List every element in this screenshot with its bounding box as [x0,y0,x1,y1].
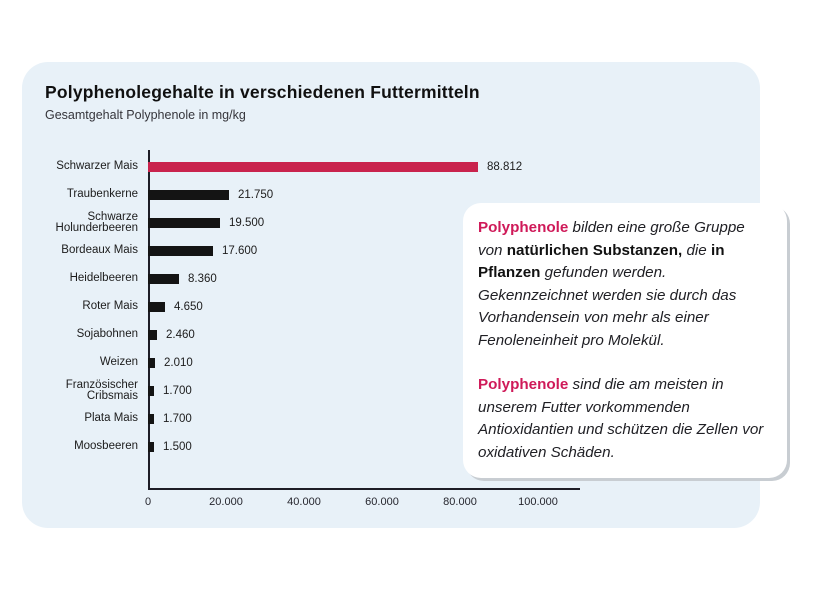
highlight-term: Polyphenole [478,219,569,236]
bar [148,358,155,368]
bar-row: Französischer Cribsmais 1.700 [40,377,760,405]
category-label: Sojabohnen [76,328,138,341]
x-tick-label: 40.000 [287,496,321,508]
category-label: Bordeaux Mais [61,244,138,257]
value-label: 17.600 [222,245,258,257]
x-tick-label: 100.000 [518,496,558,508]
highlight-term: Polyphenole [478,376,569,393]
text-segment: sind die am meisten in unserem Futter vo… [478,376,764,461]
bar-row: Sojabohnen 2.460 [40,321,760,349]
category-label: Weizen [99,356,138,369]
text-segment: natürlichen Substanzen, [506,241,683,259]
category-label: Roter Mais [82,300,138,313]
bar [148,302,165,312]
info-paragraph: Polyphenole bilden eine große Gruppe von… [478,217,771,352]
value-label: 88.812 [487,161,523,173]
info-paragraphs: Polyphenole bilden eine große Gruppe von… [478,217,771,464]
bar [148,274,179,284]
bar [148,190,229,200]
bar-row: Schwarzer Mais 88.812 [40,153,760,181]
value-label: 1.700 [163,385,192,397]
bar-row: Schwarze Holunderbeeren 19.500 [40,209,760,237]
text-segment: in Pflanzen [478,241,725,282]
x-axis-line [148,488,580,490]
category-label: Plata Mais [84,412,138,425]
value-label: 2.010 [164,357,193,369]
x-tick-label: 60.000 [365,496,399,508]
bar [148,442,154,452]
text-segment: die [682,241,711,259]
bar-row: Traubenkerne 21.750 [40,181,760,209]
x-tick-label: 20.000 [209,496,243,508]
bar [148,246,213,256]
y-axis-line [148,150,150,490]
chart-subtitle: Gesamtgehalt Polyphenole in mg/kg [45,108,246,122]
category-label: Traubenkerne [66,188,138,201]
value-label: 8.360 [188,273,217,285]
x-tick-label: 80.000 [443,496,477,508]
bar [148,330,157,340]
info-box: Polyphenole bilden eine große Gruppe von… [463,203,787,478]
bar-chart: Schwarzer Mais 88.812 Traubenkerne 21.750 Sc… [22,62,760,528]
bar-row: Moosbeeren 1.500 [40,433,760,461]
bar-row: Roter Mais 4.650 [40,293,760,321]
bar-row: Weizen 2.010 [40,349,760,377]
value-label: 21.750 [238,189,274,201]
bar [148,218,220,228]
value-label: 1.500 [163,441,192,453]
bar-row: Plata Mais 1.700 [40,405,760,433]
value-label: 1.700 [163,413,192,425]
category-label: Heidelbeeren [69,272,138,285]
bar-highlight [148,162,478,172]
category-label: Schwarze Holunderbeeren [55,210,138,234]
value-label: 19.500 [229,217,265,229]
category-label: Französischer Cribsmais [65,378,138,402]
info-paragraph: Polyphenole sind die am meisten in unser… [478,374,771,464]
category-label: Schwarzer Mais [56,160,138,173]
chart-title: Polyphenolegehalte in verschiedenen Futt… [45,82,480,102]
bar-row: Bordeaux Mais 17.600 [40,237,760,265]
value-label: 4.650 [174,301,203,313]
bar-row: Heidelbeeren 8.360 [40,265,760,293]
text-segment: bilden eine große Gruppe von [478,219,745,259]
x-tick-label: 0 [144,496,152,508]
value-label: 2.460 [166,329,195,341]
bar [148,414,154,424]
category-label: Moosbeeren [74,440,138,453]
bar [148,386,154,396]
text-segment: gefunden werden. Gekennzeichnet werden s… [478,264,737,349]
